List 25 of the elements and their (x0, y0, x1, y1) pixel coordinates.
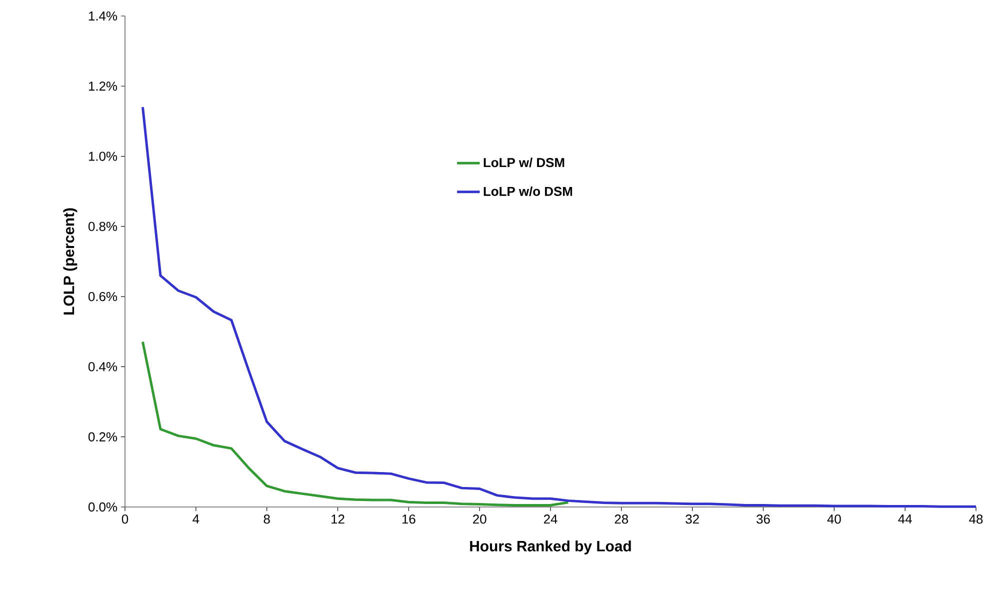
x-tick-label: 0 (122, 514, 128, 524)
legend-label: LoLP w/ DSM (484, 158, 564, 168)
y-tick-label: 0.8% (88, 222, 118, 232)
x-axis-title: Hours Ranked by Load (470, 540, 631, 554)
x-tick-label: 24 (544, 514, 558, 524)
y-axis-title: LOLP (percent) (63, 208, 78, 314)
y-tick-label: 0.0% (88, 502, 118, 512)
y-tick-label: 0.2% (88, 432, 118, 442)
x-tick-label: 4 (192, 514, 200, 524)
y-tick-label: 1.2% (88, 82, 118, 91)
x-tick-label: 16 (402, 514, 416, 524)
y-tick-label: 0.6% (88, 292, 118, 302)
x-tick-label: 32 (686, 514, 699, 524)
x-tick-label: 20 (473, 514, 486, 524)
x-tick-label: 48 (969, 514, 983, 524)
y-tick-label: 1.4% (88, 11, 118, 21)
x-tick-label: 28 (614, 514, 628, 524)
x-tick-label: 40 (827, 514, 841, 524)
x-tick-label: 12 (332, 514, 344, 524)
x-tick-label: 8 (264, 514, 270, 524)
y-tick-label: 0.4% (88, 362, 118, 372)
x-tick-label: 44 (898, 514, 912, 524)
legend-label: LoLP w/o DSM (484, 186, 572, 196)
x-tick-label: 36 (756, 514, 770, 524)
y-tick-label: 1.0% (88, 152, 118, 161)
